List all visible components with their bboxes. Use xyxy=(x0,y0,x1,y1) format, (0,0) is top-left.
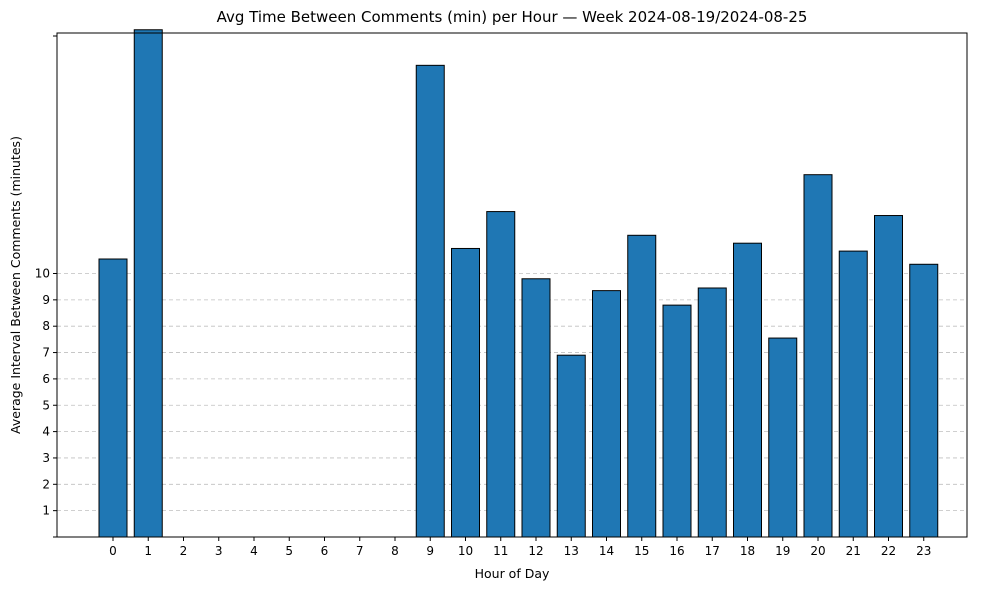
bar-hour-17 xyxy=(697,287,727,538)
bar-hour-21 xyxy=(838,250,868,538)
x-axis: 0 1 2 3 4 5 6 7 8 9 10 11 12 13 14 15 16 17 18 19 20 21 22 23 xyxy=(109,537,931,558)
bar-hour-13 xyxy=(556,354,586,538)
bar-hour-16 xyxy=(662,304,692,538)
y-tick-label: 4 xyxy=(42,425,50,439)
x-tick-label: 11 xyxy=(493,544,508,558)
x-tick-label: 22 xyxy=(881,544,896,558)
x-tick-label: 18 xyxy=(740,544,755,558)
x-tick-label: 0 xyxy=(109,544,117,558)
x-tick-label: 2 xyxy=(180,544,188,558)
bar-hour-9 xyxy=(415,64,445,538)
x-tick-label: 10 xyxy=(458,544,473,558)
x-tick-label: 3 xyxy=(215,544,223,558)
bar-hour-12 xyxy=(521,278,551,538)
x-axis-title: Hour of Day xyxy=(475,566,550,581)
x-tick-label: 17 xyxy=(705,544,720,558)
bar-hour-22 xyxy=(874,215,903,538)
x-tick-label: 1 xyxy=(144,544,152,558)
y-tick-label: 7 xyxy=(42,346,50,360)
plot-frame xyxy=(56,32,968,538)
bar-hour-15 xyxy=(627,234,657,538)
bar-hour-1 xyxy=(133,29,163,538)
x-tick-label: 23 xyxy=(916,544,931,558)
bar-hour-19 xyxy=(768,337,798,538)
x-tick-label: 16 xyxy=(669,544,684,558)
y-tick-label: 1 xyxy=(42,504,50,518)
x-tick-label: 20 xyxy=(810,544,825,558)
y-tick-label: 6 xyxy=(42,372,50,386)
x-tick-label: 14 xyxy=(599,544,614,558)
y-axis-title: Average Interval Between Comments (minut… xyxy=(8,136,23,434)
bar-hour-0 xyxy=(98,258,128,538)
x-tick-label: 9 xyxy=(426,544,434,558)
x-tick-label: 13 xyxy=(564,544,579,558)
bar-layer xyxy=(98,29,939,538)
x-tick-label: 5 xyxy=(285,544,293,558)
x-tick-label: 15 xyxy=(634,544,649,558)
y-axis: 1 2 3 4 5 6 7 8 9 10 xyxy=(35,35,57,538)
x-tick-label: 21 xyxy=(846,544,861,558)
bar-hour-23 xyxy=(909,263,939,538)
y-tick-label: 10 xyxy=(35,267,50,281)
y-tick-label: 9 xyxy=(42,293,50,307)
x-tick-label: 19 xyxy=(775,544,790,558)
y-tick-label: 2 xyxy=(42,477,50,491)
x-tick-label: 8 xyxy=(391,544,399,558)
y-tick-label: 5 xyxy=(42,398,50,412)
x-tick-label: 7 xyxy=(356,544,364,558)
bar-hour-10 xyxy=(451,247,480,538)
bar-hour-18 xyxy=(733,242,762,538)
y-tick-label: 3 xyxy=(42,451,50,465)
x-tick-label: 6 xyxy=(321,544,329,558)
x-tick-label: 4 xyxy=(250,544,258,558)
bar-hour-20 xyxy=(803,174,833,538)
x-tick-label: 12 xyxy=(528,544,543,558)
bar-hour-11 xyxy=(486,211,516,538)
y-tick-label: 8 xyxy=(42,319,50,333)
chart-title: Avg Time Between Comments (min) per Hour… xyxy=(217,8,808,26)
bar-hour-14 xyxy=(592,290,621,538)
